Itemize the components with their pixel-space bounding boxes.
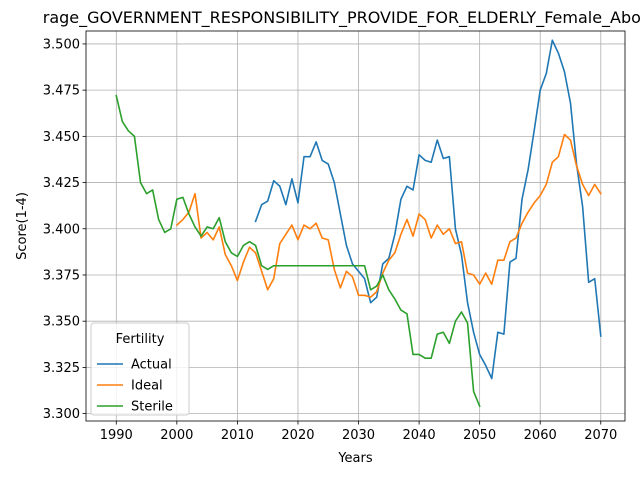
y-tick-label: 3.500 <box>43 37 80 52</box>
x-tick-label: 2030 <box>342 428 375 443</box>
x-axis-label: Years <box>337 451 373 466</box>
axis-ticks: 1990 2000 2010 2020 2030 2040 2050 2060 2070 3.30… <box>43 37 618 443</box>
legend-label-actual: Actual <box>131 358 172 373</box>
series-line-ideal <box>175 133 602 298</box>
plot-area-frame <box>85 30 626 422</box>
legend-label-ideal: Ideal <box>131 379 163 394</box>
series-line-actual <box>254 39 602 380</box>
y-tick-label: 3.350 <box>43 315 80 330</box>
x-tick-label: 2000 <box>160 428 193 443</box>
y-tick-label: 3.375 <box>43 268 80 283</box>
series-lines <box>115 39 602 408</box>
legend-title: Fertility <box>116 332 165 347</box>
x-tick-label: 2040 <box>403 428 436 443</box>
y-tick-label: 3.400 <box>43 222 80 237</box>
x-tick-label: 2010 <box>221 428 254 443</box>
x-tick-label: 2020 <box>281 428 314 443</box>
y-tick-label: 3.450 <box>43 130 80 145</box>
y-tick-label: 3.300 <box>43 407 80 422</box>
series-line-sterile <box>115 94 481 408</box>
grid-lines <box>86 31 625 421</box>
x-tick-label: 2050 <box>463 428 496 443</box>
y-axis-label: Score(1-4) <box>15 192 30 260</box>
legend-label-sterile: Sterile <box>131 400 173 415</box>
legend: Fertility Actual Ideal Sterile <box>90 322 190 416</box>
x-tick-label: 2070 <box>584 428 617 443</box>
y-tick-label: 3.475 <box>43 84 80 99</box>
x-tick-label: 2060 <box>524 428 557 443</box>
y-tick-label: 3.325 <box>43 361 80 376</box>
chart-title: rage_GOVERNMENT_RESPONSIBILITY_PROVIDE_F… <box>43 8 640 28</box>
legend-box <box>90 322 190 416</box>
y-tick-label: 3.425 <box>43 176 80 191</box>
x-tick-label: 1990 <box>100 428 133 443</box>
